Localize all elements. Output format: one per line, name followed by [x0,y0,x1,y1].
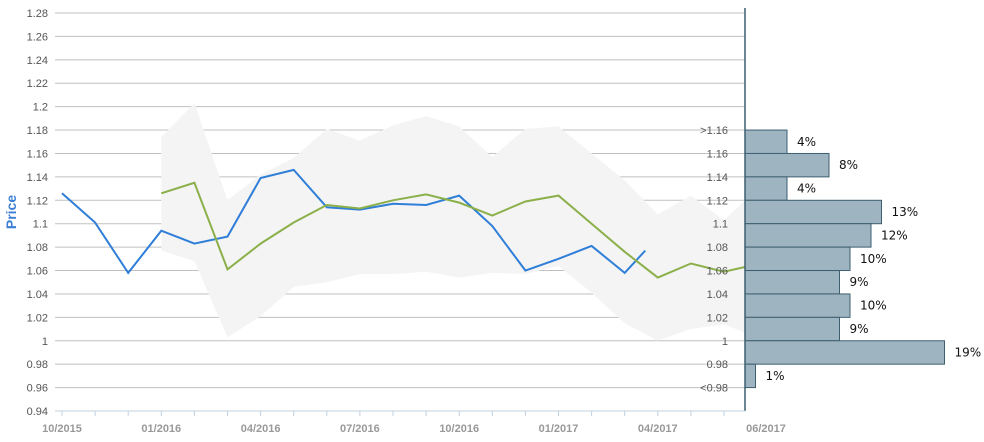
histogram-bar [744,340,945,365]
histogram-bar [744,199,882,225]
histogram-bin-label: 0.98 [707,359,728,371]
y-tick-label: 1.18 [27,125,48,137]
histogram-bin-label: 1.08 [707,242,728,254]
y-tick-label: 1.24 [27,55,48,67]
x-tick-label: 07/2016 [340,423,380,435]
histogram-bar-label: 4% [797,135,816,149]
x-tick-label: 01/2017 [539,423,579,435]
y-tick-label: 1.22 [27,78,48,90]
blue-series-line [61,168,646,275]
y-tick-label: 0.94 [27,406,48,418]
histogram-bin-label: <0.98 [700,383,728,395]
histogram-bar [744,152,830,178]
histogram-bar [744,316,840,342]
histogram-bar-label: 4% [797,182,816,196]
histogram-bar-label: 10% [860,252,887,266]
y-tick-label: 1.16 [27,148,48,160]
histogram-bar [744,176,788,201]
histogram-bar-label: 19% [955,345,982,359]
y-tick-label: 1.1 [33,219,48,231]
confidence-band [161,103,746,341]
x-tick-label: 04/2017 [638,423,678,435]
y-tick-label: 1.02 [27,312,48,324]
y-tick-label: 1.04 [27,289,48,301]
y-tick-label: 1.26 [27,31,48,43]
histogram-bin-label: 1.16 [707,148,728,160]
y-tick-label: 0.96 [27,383,48,395]
histogram-bar [744,223,872,248]
histogram-bar [744,363,756,389]
y-tick-label: 1.2 [33,102,48,114]
histogram-bin-label: 1.02 [707,312,728,324]
histogram-bin-label: 1.14 [707,172,728,184]
x-tick-label: 06/2017 [746,423,786,435]
histogram-bar-label: 13% [892,205,919,219]
y-tick-label: 1.28 [27,8,48,20]
histogram-bar-label: 10% [860,299,887,313]
y-tick-label: 1 [42,336,48,348]
histogram-bar-label: 12% [881,228,908,242]
histogram-bar-label: 9% [850,275,869,289]
histogram-bar-label: 9% [850,322,869,336]
histogram-bar [744,246,851,272]
histogram-bin-label: 1.12 [707,195,728,207]
histogram-bar-label: 8% [839,158,858,172]
y-tick-label: 1.12 [27,195,48,207]
histogram-bin-label: 1.1 [713,219,728,231]
x-tick-label: 10/2015 [42,423,82,435]
y-axis-title: Price [3,195,19,229]
histogram-bar [744,129,788,154]
y-tick-label: 1.08 [27,242,48,254]
histogram-bin-label: >1.16 [700,125,728,137]
x-tick-label: 10/2016 [439,423,479,435]
histogram-bar-label: 1% [766,369,785,383]
green-series-line [160,181,746,279]
histogram-bar [744,293,851,318]
histogram-bin-label: 1.06 [707,266,728,278]
histogram-bin-label: 1.04 [707,289,728,301]
histogram-bin-label: 1 [722,336,728,348]
y-tick-label: 1.14 [27,172,48,184]
x-tick-label: 01/2016 [141,423,181,435]
histogram-bar [744,270,840,295]
y-tick-label: 0.98 [27,359,48,371]
x-tick-label: 04/2016 [241,423,281,435]
y-tick-label: 1.06 [27,266,48,278]
